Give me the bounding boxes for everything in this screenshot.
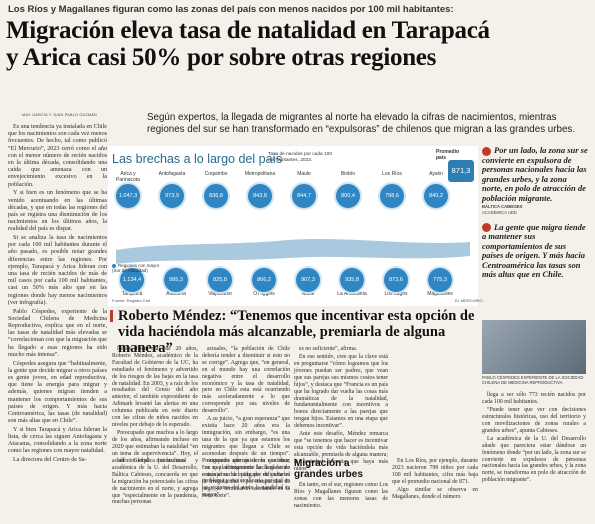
left-paragraph: Es una tendencia ya instalada en Chile q… [8, 124, 107, 188]
region-label: Maule [297, 171, 311, 177]
region-value: 1.047,3 [116, 184, 140, 208]
region-value: 907,3 [296, 268, 320, 292]
region-value: 775,3 [428, 268, 452, 292]
subtitle: Según expertos, la llegada de migrantes … [147, 112, 576, 135]
right-body-column: llega a ser sólo 773 recién nacidos por … [482, 392, 586, 485]
region-label: Ñuble [301, 291, 315, 297]
region-value: 866,2 [252, 268, 276, 292]
middle-col-3: es no suficiente”, afirma. En ese sentid… [294, 346, 388, 474]
subhead: Migración a grandes urbes [294, 458, 363, 480]
left-paragraph: Céspedes asegura que “habitualmente, la … [8, 360, 107, 425]
paragraph: actuales, “la población de Chile debería… [202, 346, 290, 415]
region-label: Coquimbo [204, 171, 228, 177]
region-value: 843,8 [248, 184, 272, 208]
quote-icon [482, 146, 491, 156]
bottom-col-4: En Los Ríos, por ejemplo, durante 2023 n… [392, 458, 478, 502]
paragraph: es no suficiente”, afirma. [299, 346, 358, 352]
paragraph: La académica de la U. del Desarrollo aña… [482, 435, 586, 484]
bottom-col-2: migrantes que quisieron continuar con su… [202, 458, 290, 501]
left-column: Es una tendencia ya instalada en Chile q… [8, 124, 107, 466]
quote-2: La gente que migra tiende a mantener sus… [482, 221, 588, 280]
region-value: 995,3 [164, 268, 188, 292]
left-paragraph: Pablo Céspedes, experiente de la Socieda… [8, 308, 107, 358]
region-value: 798,6 [380, 184, 404, 208]
rate-label: Tasa de nacidos por cada 100 mil habitan… [268, 152, 333, 163]
infographic-title: Las brechas a lo largo del país [112, 152, 283, 166]
bottom-col-3: En tanto, en el sur, regiones como Los R… [294, 482, 388, 511]
legend-label: Regiones con mayor (Sur de natalidad) [112, 263, 160, 273]
average-value: 871,3 [448, 160, 474, 182]
region-label: Tarapacá [121, 291, 143, 297]
quote-author: BÁLTICA CABIESES [482, 204, 523, 210]
region-value: 935,8 [340, 268, 364, 292]
region-value: 840,2 [424, 184, 448, 208]
average-label: Promedio país [436, 149, 460, 161]
left-paragraph: La directora del Centro de Sa- [13, 457, 87, 464]
region-value: 873,6 [384, 268, 408, 292]
region-label: Valparaíso [208, 291, 232, 297]
paragraph: En Los Ríos, por ejemplo, durante 2023 n… [392, 458, 478, 485]
paragraph: Ante este desafío, Méndez remarca que “s… [294, 431, 388, 472]
region-label: Arica y Parinacota [116, 171, 140, 183]
region-value: 844,7 [292, 184, 316, 208]
middle-col-1: Desde hace más de 20 años, Roberto Ménde… [112, 346, 198, 466]
headline: Migración eleva tasa de natalidad en Tar… [6, 17, 591, 71]
legend-swatch [112, 263, 116, 268]
quote-role: ACADÉMICA UDD [482, 209, 517, 215]
paragraph: Algo similar se observa en Magallanes, d… [392, 486, 478, 500]
kicker: Los Ríos y Magallanes figuran como las z… [8, 4, 454, 15]
paragraph: “Puede tener que ver con decisiones estr… [482, 407, 586, 434]
bylines: MAX GARCÍA Y JUAN PABLO GUZMÁN [22, 113, 97, 117]
legend: Regiones con mayor (Sur de natalidad) [112, 263, 160, 273]
quote-icon [482, 223, 491, 233]
region-value: 1.134,4 [120, 268, 144, 292]
source: Fuente: Registro Civil [112, 298, 151, 303]
quote-text: Por un lado, la zona sur se convierte en… [482, 145, 588, 203]
paragraph: lud Global Intercultural y académica de … [112, 458, 198, 506]
paragraph: En tanto, en el sur, regiones como Los R… [294, 482, 388, 509]
quotes-column: Por un lado, la zona sur se convierte en… [482, 145, 588, 280]
region-value: 973,9 [160, 184, 184, 208]
photo-caption: PABLO CÉSPEDES EXPERIENTE DE LA SOCIEDAD… [482, 375, 584, 385]
paragraph: migrantes que quisieron continuar con su… [202, 458, 290, 499]
region-value: 800,4 [336, 184, 360, 208]
bottom-col-1: lud Global Intercultural y académica de … [112, 458, 198, 508]
region-label: Metropolitana [244, 171, 276, 177]
left-paragraph: Y si bien Tarapacá y Arica lideran la li… [8, 426, 107, 455]
paragraph: Desde hace más de 20 años, Roberto Ménde… [112, 346, 198, 428]
portrait-photo [482, 320, 586, 374]
region-label: Biobío [340, 171, 356, 177]
paragraph: Preocupado que muchos a lo largo de los … [112, 430, 198, 464]
region-label: Antofagasta [158, 171, 186, 177]
quote-1: Por un lado, la zona sur se convierte en… [482, 145, 588, 203]
region-label: Atacama [166, 291, 186, 297]
paragraph: En ese sentido, cree que la clave está e… [294, 354, 388, 430]
left-paragraph: Y si bien es un fenómeno que se ha venid… [8, 190, 107, 233]
paragraph: llega a ser sólo 773 recién nacidos por … [482, 392, 586, 405]
region-label: Magallanes [427, 291, 453, 297]
region-label: Aysén [429, 171, 443, 177]
region-value: 825,8 [208, 268, 232, 292]
headline-line-2: y Arica casi 50% por sobre otras regione… [6, 44, 437, 71]
region-value: 836,8 [204, 184, 228, 208]
region-label: O'Higgins [253, 291, 275, 297]
middle-col-2: actuales, “la población de Chile debería… [202, 346, 290, 500]
region-label: La Araucanía [337, 291, 367, 297]
left-paragraph: Si se analiza la tasa de nacimientos por… [8, 235, 107, 306]
headline-line-1: Migración eleva tasa de natalidad en Tar… [6, 17, 490, 44]
quote-text: La gente que migra tiende a mantener sus… [482, 221, 586, 280]
region-label: Los Lagos [384, 291, 408, 297]
section-headline: Roberto Méndez: “Tenemos que incentivar … [118, 308, 475, 356]
section-bar [110, 310, 113, 322]
credit: EL MERCURIO [455, 298, 483, 303]
region-label: Los Ríos [382, 171, 402, 177]
map-shape [116, 239, 470, 264]
chile-map-strip [116, 239, 470, 264]
paragraph: A su juicio, “a gran esperanza” que exis… [202, 416, 290, 499]
